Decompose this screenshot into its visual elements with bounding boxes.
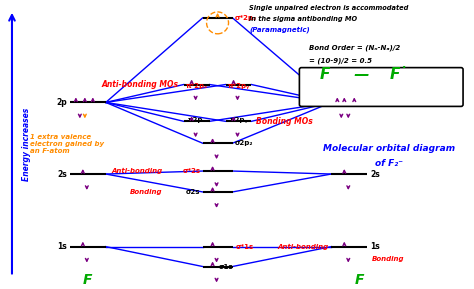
- Text: Energy increases: Energy increases: [22, 108, 31, 181]
- Text: Anti-bonding: Anti-bonding: [111, 168, 163, 174]
- Text: 2s: 2s: [370, 170, 380, 179]
- Text: in the sigma antibonding MO: in the sigma antibonding MO: [249, 16, 357, 22]
- Text: (Paramagnetic): (Paramagnetic): [249, 27, 310, 34]
- Text: σ*2p₂: σ*2p₂: [235, 15, 256, 21]
- Text: Bonding: Bonding: [372, 255, 405, 262]
- Text: —: —: [349, 67, 375, 82]
- Text: π*2pᵧ: π*2pᵧ: [228, 84, 250, 90]
- Text: σ2p₂: σ2p₂: [235, 140, 253, 146]
- Text: 1s: 1s: [57, 242, 67, 251]
- Text: π2pₓ: π2pₓ: [187, 117, 206, 123]
- Text: Bonding: Bonding: [130, 189, 163, 195]
- Text: F: F: [319, 67, 330, 82]
- Text: σ2s: σ2s: [186, 189, 201, 195]
- Text: ·: ·: [402, 63, 406, 73]
- Text: F: F: [389, 67, 400, 82]
- Text: Anti-bonding MOs: Anti-bonding MOs: [101, 80, 179, 89]
- Text: Anti-bonding: Anti-bonding: [277, 244, 328, 250]
- FancyBboxPatch shape: [300, 68, 463, 106]
- Text: 1s: 1s: [370, 242, 380, 251]
- Text: 2p: 2p: [56, 98, 67, 107]
- Text: of F₂⁻: of F₂⁻: [375, 159, 403, 168]
- Text: = (10-9)/2 = 0.5: = (10-9)/2 = 0.5: [310, 58, 373, 64]
- Text: σ*1s: σ*1s: [236, 244, 254, 250]
- Text: Bonding MOs: Bonding MOs: [256, 117, 313, 126]
- Text: F: F: [83, 273, 92, 288]
- Text: F: F: [354, 273, 364, 288]
- Text: σ1s: σ1s: [219, 264, 233, 270]
- Text: Single unpaired electron is accommodated: Single unpaired electron is accommodated: [249, 5, 409, 11]
- Text: π*2pₓ: π*2pₓ: [186, 84, 208, 90]
- Text: π2pᵧ: π2pᵧ: [229, 117, 248, 123]
- Text: Molecular orbital diagram: Molecular orbital diagram: [323, 144, 455, 153]
- Text: 1 extra valence
electron gained by
an F-atom: 1 extra valence electron gained by an F-…: [30, 134, 104, 154]
- Text: σ*2s: σ*2s: [182, 168, 201, 174]
- Text: 2s: 2s: [57, 170, 67, 179]
- Text: Bond Order = (Nₙ-Nₐ)/2: Bond Order = (Nₙ-Nₐ)/2: [310, 45, 401, 51]
- Text: 2p: 2p: [370, 98, 381, 107]
